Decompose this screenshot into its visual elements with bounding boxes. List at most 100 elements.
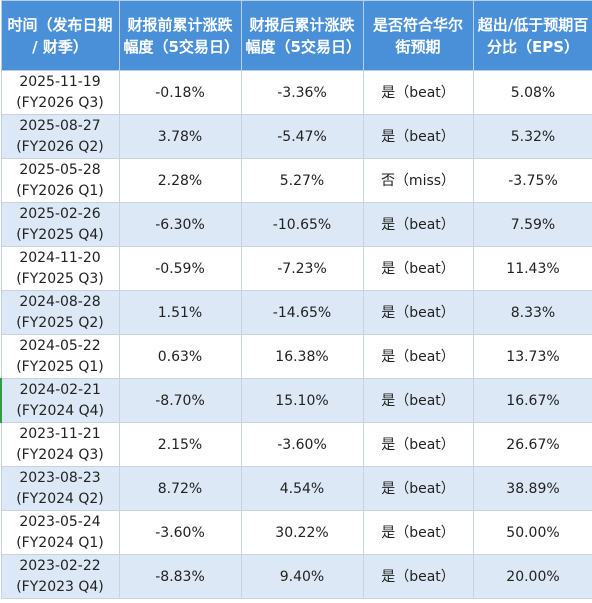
- cell-meets-expectation: 是（beat）: [362, 510, 474, 555]
- cell-date: 2025-05-28 (FY2026 Q1): [0, 158, 120, 203]
- cell-meets-expectation: 是（beat）: [362, 466, 474, 511]
- cell-eps-surprise: 5.32%: [472, 114, 592, 159]
- fiscal-quarter: (FY2025 Q3): [16, 270, 104, 287]
- fiscal-quarter: (FY2025 Q4): [16, 226, 104, 243]
- cell-pre-earnings-change: -6.30%: [118, 202, 242, 247]
- cell-pre-earnings-change: 8.72%: [118, 466, 242, 511]
- cell-post-earnings-change: -7.23%: [240, 246, 364, 291]
- table-row: 2025-02-26 (FY2025 Q4) -6.30% -10.65% 是（beat…: [0, 202, 592, 247]
- cell-meets-expectation: 是（beat）: [362, 114, 474, 159]
- cell-post-earnings-change: -3.36%: [240, 70, 364, 115]
- header-meets-expectation: 是否符合华尔街预期: [362, 0, 474, 71]
- cell-date: 2023-11-21 (FY2024 Q3): [0, 422, 120, 467]
- fiscal-quarter: (FY2023 Q4): [16, 578, 104, 595]
- fiscal-quarter: (FY2025 Q2): [16, 314, 104, 331]
- release-date: 2025-05-28: [19, 161, 101, 178]
- release-date: 2025-11-19: [19, 73, 101, 90]
- cell-post-earnings-change: 30.22%: [240, 510, 364, 555]
- cell-pre-earnings-change: 2.28%: [118, 158, 242, 203]
- header-date: 时间（发布日期 / 财季）: [0, 0, 120, 71]
- cell-meets-expectation: 是（beat）: [362, 554, 474, 599]
- cell-post-earnings-change: 5.27%: [240, 158, 364, 203]
- table-row: 2023-02-22 (FY2023 Q4) -8.83% 9.40% 是（beat） 2…: [0, 554, 592, 599]
- cell-post-earnings-change: -3.60%: [240, 422, 364, 467]
- cell-post-earnings-change: -14.65%: [240, 290, 364, 335]
- release-date: 2024-02-21: [19, 381, 101, 398]
- cell-pre-earnings-change: -3.60%: [118, 510, 242, 555]
- table-row: 2023-11-21 (FY2024 Q3) 2.15% -3.60% 是（beat） 2…: [0, 422, 592, 467]
- cell-post-earnings-change: 4.54%: [240, 466, 364, 511]
- cell-post-earnings-change: -5.47%: [240, 114, 364, 159]
- cell-eps-surprise: 16.67%: [472, 378, 592, 423]
- cell-eps-surprise: 8.33%: [472, 290, 592, 335]
- cell-date: 2024-02-21 (FY2024 Q4): [0, 378, 120, 423]
- table-row: 2025-08-27 (FY2026 Q2) 3.78% -5.47% 是（beat） 5…: [0, 114, 592, 159]
- header-eps-surprise: 超出/低于预期百分比（EPS）: [472, 0, 592, 71]
- cell-pre-earnings-change: -8.83%: [118, 554, 242, 599]
- table-row: 2024-02-21 (FY2024 Q4) -8.70% 15.10% 是（beat）…: [0, 378, 592, 423]
- cell-eps-surprise: -3.75%: [472, 158, 592, 203]
- cell-pre-earnings-change: -0.59%: [118, 246, 242, 291]
- table-row: 2023-08-23 (FY2024 Q2) 8.72% 4.54% 是（beat） 38…: [0, 466, 592, 511]
- cell-meets-expectation: 是（beat）: [362, 202, 474, 247]
- cell-post-earnings-change: 15.10%: [240, 378, 364, 423]
- cell-meets-expectation: 是（beat）: [362, 378, 474, 423]
- cell-date: 2025-02-26 (FY2025 Q4): [0, 202, 120, 247]
- cell-meets-expectation: 是（beat）: [362, 422, 474, 467]
- cell-eps-surprise: 5.08%: [472, 70, 592, 115]
- cell-eps-surprise: 20.00%: [472, 554, 592, 599]
- fiscal-quarter: (FY2026 Q2): [16, 138, 104, 155]
- cell-date: 2023-08-23 (FY2024 Q2): [0, 466, 120, 511]
- cell-meets-expectation: 是（beat）: [362, 334, 474, 379]
- cell-post-earnings-change: 9.40%: [240, 554, 364, 599]
- release-date: 2024-08-28: [19, 293, 101, 310]
- table-body: 2025-11-19 (FY2026 Q3) -0.18% -3.36% 是（beat）…: [0, 70, 592, 599]
- cell-date: 2025-11-19 (FY2026 Q3): [0, 70, 120, 115]
- header-row: 时间（发布日期 / 财季） 财报前累计涨跌幅度（5交易日） 财报后累计涨跌幅度（…: [0, 0, 592, 71]
- cell-eps-surprise: 11.43%: [472, 246, 592, 291]
- header-post-earnings-change: 财报后累计涨跌幅度（5交易日）: [240, 0, 364, 71]
- fiscal-quarter: (FY2026 Q3): [16, 94, 104, 111]
- table-row: 2024-08-28 (FY2025 Q2) 1.51% -14.65% 是（beat）…: [0, 290, 592, 335]
- release-date: 2025-08-27: [19, 117, 101, 134]
- cell-eps-surprise: 7.59%: [472, 202, 592, 247]
- cell-pre-earnings-change: 0.63%: [118, 334, 242, 379]
- cell-pre-earnings-change: -8.70%: [118, 378, 242, 423]
- fiscal-quarter: (FY2026 Q1): [16, 182, 104, 199]
- cell-date: 2024-05-22 (FY2025 Q1): [0, 334, 120, 379]
- cell-date: 2024-11-20 (FY2025 Q3): [0, 246, 120, 291]
- cell-eps-surprise: 26.67%: [472, 422, 592, 467]
- cell-pre-earnings-change: 2.15%: [118, 422, 242, 467]
- release-date: 2025-02-26: [19, 205, 101, 222]
- cell-post-earnings-change: -10.65%: [240, 202, 364, 247]
- cell-pre-earnings-change: 3.78%: [118, 114, 242, 159]
- cell-meets-expectation: 否（miss）: [362, 158, 474, 203]
- table-header: 时间（发布日期 / 财季） 财报前累计涨跌幅度（5交易日） 财报后累计涨跌幅度（…: [0, 0, 592, 71]
- fiscal-quarter: (FY2024 Q2): [16, 490, 104, 507]
- cell-pre-earnings-change: 1.51%: [118, 290, 242, 335]
- cell-date: 2023-05-24 (FY2024 Q1): [0, 510, 120, 555]
- table-row: 2024-11-20 (FY2025 Q3) -0.59% -7.23% 是（beat）…: [0, 246, 592, 291]
- cell-date: 2024-08-28 (FY2025 Q2): [0, 290, 120, 335]
- fiscal-quarter: (FY2025 Q1): [16, 358, 104, 375]
- release-date: 2024-11-20: [19, 249, 101, 266]
- table-row: 2023-05-24 (FY2024 Q1) -3.60% 30.22% 是（beat）…: [0, 510, 592, 555]
- table-row: 2025-11-19 (FY2026 Q3) -0.18% -3.36% 是（beat）…: [0, 70, 592, 115]
- cell-eps-surprise: 50.00%: [472, 510, 592, 555]
- header-pre-earnings-change: 财报前累计涨跌幅度（5交易日）: [118, 0, 242, 71]
- fiscal-quarter: (FY2024 Q4): [16, 402, 105, 419]
- release-date: 2024-05-22: [19, 337, 101, 354]
- fiscal-quarter: (FY2024 Q1): [16, 534, 104, 551]
- release-date: 2023-05-24: [19, 513, 101, 530]
- cell-eps-surprise: 13.73%: [472, 334, 592, 379]
- cell-meets-expectation: 是（beat）: [362, 246, 474, 291]
- release-date: 2023-02-22: [19, 557, 101, 574]
- cell-pre-earnings-change: -0.18%: [118, 70, 242, 115]
- release-date: 2023-11-21: [19, 425, 101, 442]
- fiscal-quarter: (FY2024 Q3): [16, 446, 104, 463]
- release-date: 2023-08-23: [19, 469, 101, 486]
- cell-date: 2023-02-22 (FY2023 Q4): [0, 554, 120, 599]
- cell-meets-expectation: 是（beat）: [362, 290, 474, 335]
- cell-date: 2025-08-27 (FY2026 Q2): [0, 114, 120, 159]
